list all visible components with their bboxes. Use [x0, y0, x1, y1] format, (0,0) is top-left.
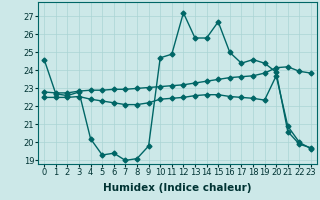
X-axis label: Humidex (Indice chaleur): Humidex (Indice chaleur)	[103, 183, 252, 193]
